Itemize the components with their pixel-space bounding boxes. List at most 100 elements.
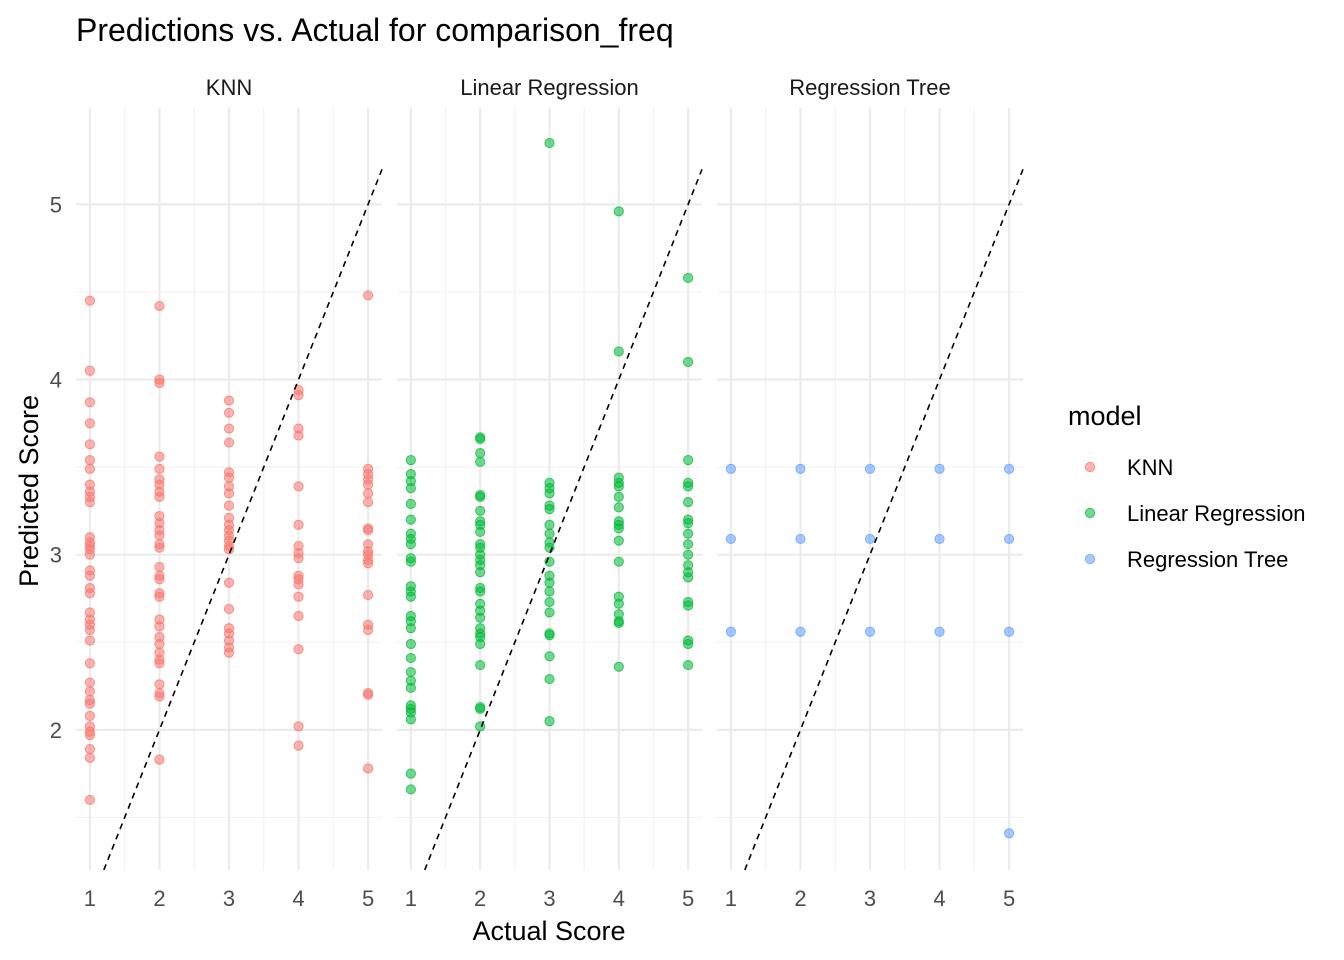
data-point xyxy=(1003,828,1015,839)
data-point xyxy=(613,491,624,502)
data-point xyxy=(84,730,96,741)
y-tick-label: 4 xyxy=(50,368,62,393)
legend-swatch xyxy=(1084,553,1096,565)
legend-item: Regression Tree xyxy=(1084,547,1288,572)
data-point xyxy=(84,497,96,508)
data-point xyxy=(362,497,374,508)
legend-label: KNN xyxy=(1127,455,1173,480)
data-point xyxy=(613,598,624,609)
data-point xyxy=(362,479,374,490)
data-point xyxy=(613,661,624,672)
data-point xyxy=(84,454,96,466)
data-point xyxy=(475,447,486,459)
panel-knn: KNN 1 2 3 4 5 2 3 4 5 xyxy=(50,75,383,911)
data-point xyxy=(293,430,304,441)
data-point xyxy=(1003,533,1015,545)
data-point xyxy=(683,572,694,583)
data-point xyxy=(84,588,96,599)
data-point xyxy=(293,591,304,602)
data-point xyxy=(613,535,624,546)
y-tick-label: 5 xyxy=(50,192,62,217)
data-point xyxy=(475,638,486,650)
reference-line xyxy=(103,169,383,871)
chart-title: Predictions vs. Actual for comparison_fr… xyxy=(76,12,674,48)
data-point xyxy=(293,579,304,590)
data-point xyxy=(683,659,694,671)
data-point xyxy=(223,647,235,658)
data-point xyxy=(84,710,96,721)
data-point xyxy=(405,784,416,795)
data-point xyxy=(405,591,416,602)
x-tick-label: 2 xyxy=(474,886,486,911)
data-point xyxy=(683,638,694,650)
data-point xyxy=(84,570,96,581)
x-tick-label: 4 xyxy=(613,886,625,911)
data-point xyxy=(154,591,165,602)
data-point xyxy=(223,407,235,418)
data-point xyxy=(864,626,876,637)
data-point xyxy=(544,519,555,531)
data-point xyxy=(405,682,416,693)
data-point xyxy=(544,651,555,662)
data-point xyxy=(475,703,486,714)
data-point xyxy=(613,556,624,567)
panel-linear-regression: Linear Regression 1 2 3 4 5 xyxy=(397,75,703,911)
data-point xyxy=(84,744,96,755)
data-point xyxy=(223,488,235,499)
data-point xyxy=(683,518,694,529)
data-point xyxy=(154,691,165,702)
data-point xyxy=(405,483,416,494)
data-point xyxy=(362,558,374,569)
reference-line xyxy=(423,169,703,871)
data-point xyxy=(544,488,555,499)
data-point xyxy=(613,346,624,357)
x-tick-label: 2 xyxy=(794,886,806,911)
x-tick-label: 3 xyxy=(543,886,555,911)
data-point xyxy=(475,567,486,578)
x-tick-label: 2 xyxy=(153,886,165,911)
data-point xyxy=(154,542,165,553)
data-point xyxy=(475,456,486,467)
data-point xyxy=(154,300,165,312)
data-point xyxy=(795,626,806,637)
data-point xyxy=(84,624,96,636)
data-point xyxy=(84,418,96,429)
data-point xyxy=(84,549,96,560)
data-point xyxy=(362,689,374,700)
data-point xyxy=(84,295,96,306)
data-point xyxy=(934,533,945,545)
data-point xyxy=(475,586,486,597)
legend-item: KNN xyxy=(1084,455,1173,480)
data-point xyxy=(475,505,486,516)
data-point xyxy=(795,463,806,474)
data-point xyxy=(293,610,304,622)
data-point xyxy=(154,754,165,765)
data-point xyxy=(613,206,624,217)
data-point xyxy=(725,463,737,474)
x-tick-label: 5 xyxy=(1003,886,1015,911)
data-point xyxy=(154,658,165,669)
data-point xyxy=(475,526,486,538)
data-point xyxy=(84,794,96,806)
data-point xyxy=(84,698,96,709)
data-point xyxy=(405,768,416,779)
data-point xyxy=(405,714,416,725)
data-point xyxy=(405,666,416,678)
data-point xyxy=(362,624,374,636)
data-point xyxy=(1003,463,1015,474)
data-point xyxy=(544,586,555,597)
data-point xyxy=(154,377,165,389)
data-point xyxy=(154,463,165,474)
data-point xyxy=(613,523,624,534)
data-point xyxy=(683,497,694,508)
y-tick-label: 3 xyxy=(50,543,62,568)
data-point xyxy=(293,519,304,531)
data-point xyxy=(544,596,555,608)
data-point xyxy=(84,686,96,697)
data-point xyxy=(362,763,374,774)
data-point xyxy=(405,539,416,550)
data-point xyxy=(84,752,96,763)
data-point xyxy=(795,533,806,545)
data-point xyxy=(84,677,96,688)
